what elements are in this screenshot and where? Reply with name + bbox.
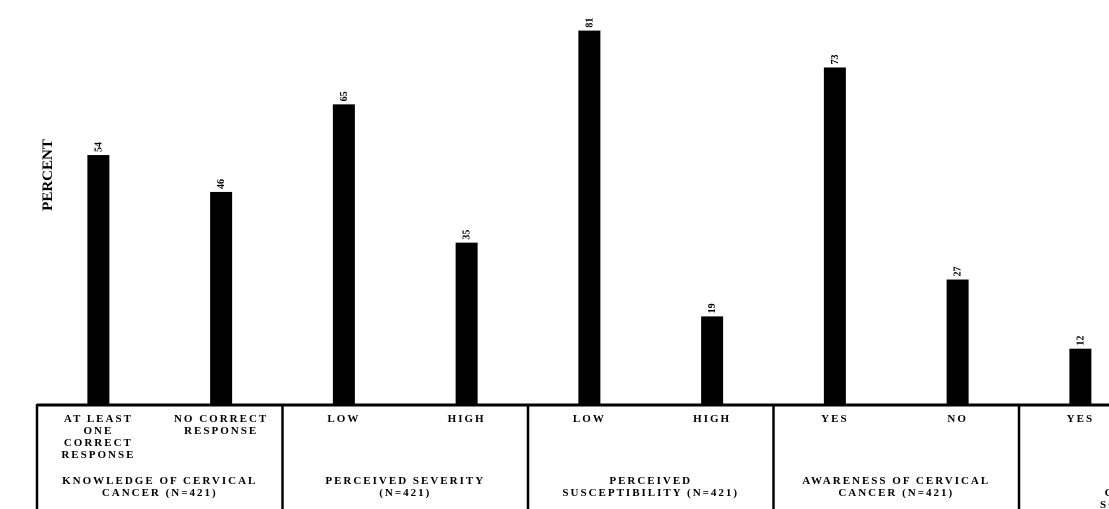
bar bbox=[1069, 348, 1092, 404]
category-label: YES bbox=[1067, 413, 1094, 425]
group-label: PERCEIVED bbox=[609, 475, 692, 487]
category-label: AT LEAST bbox=[64, 413, 133, 425]
bar bbox=[578, 30, 601, 405]
category-label: LOW bbox=[573, 413, 606, 425]
value-label: 54 bbox=[93, 142, 104, 152]
value-label: 12 bbox=[1075, 336, 1086, 346]
category-label: HIGH bbox=[448, 413, 486, 425]
bars bbox=[87, 30, 1092, 405]
bar bbox=[455, 242, 478, 404]
value-label: 35 bbox=[462, 230, 473, 240]
category-table bbox=[35, 403, 1109, 509]
value-label: 81 bbox=[584, 18, 595, 28]
value-label: 73 bbox=[830, 54, 841, 64]
category-label: ONE bbox=[83, 425, 113, 437]
group-label: PERCEIVED SEVERITY bbox=[325, 475, 485, 487]
group-label: CANCER (N=421) bbox=[838, 487, 954, 499]
group-label: SUSCEPTIBILITY (N=421) bbox=[562, 487, 739, 499]
group-label: (N=421) bbox=[379, 487, 431, 499]
bar bbox=[701, 316, 724, 404]
value-label: 27 bbox=[953, 267, 964, 277]
category-label: LOW bbox=[327, 413, 360, 425]
value-label: 46 bbox=[216, 179, 227, 189]
category-label: RESPONSE bbox=[61, 449, 135, 461]
group-label: AWARENESS OF CERVICAL bbox=[802, 475, 990, 487]
y-axis-label: PERCENT bbox=[40, 139, 56, 211]
value-labels: 54 46 65 35 81 19 73 27 12 bbox=[93, 18, 1086, 346]
category-label: HIGH bbox=[693, 413, 731, 425]
category-label: NO bbox=[947, 413, 968, 425]
group-label: SCREENING bbox=[1100, 499, 1109, 509]
value-label: 65 bbox=[339, 91, 350, 101]
bar bbox=[210, 191, 233, 404]
bar bbox=[823, 67, 846, 404]
group-label: KNOWLEDGE OF CERVICAL bbox=[62, 475, 257, 487]
category-label: NO CORRECT bbox=[174, 413, 268, 425]
bar bbox=[946, 279, 969, 404]
y-axis-label-text: PERCENT bbox=[40, 139, 56, 211]
category-label: YES bbox=[821, 413, 848, 425]
bar bbox=[332, 104, 355, 404]
value-label: 19 bbox=[707, 303, 718, 313]
group-label: CANCER (N=421) bbox=[102, 487, 218, 499]
category-label: CORRECT bbox=[64, 437, 133, 449]
bar bbox=[87, 155, 110, 404]
category-label: RESPONSE bbox=[184, 425, 258, 437]
group-label: CERVICAL bbox=[1105, 487, 1109, 499]
